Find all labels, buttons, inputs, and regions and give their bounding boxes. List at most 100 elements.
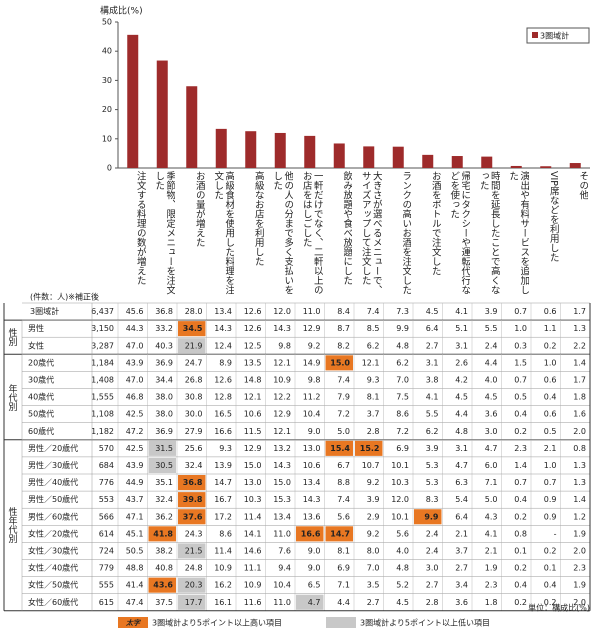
table-cell: 9.0 (308, 564, 321, 573)
table-cell: 12.5 (244, 341, 262, 350)
row-label: 男性／30歳代 (28, 460, 78, 470)
table-cell: 36.9 (155, 427, 173, 436)
table-cell: 47.4 (126, 598, 144, 607)
table-cell: 6.9 (396, 444, 409, 453)
table-cell: 7.1 (485, 478, 498, 487)
table-cell: 0.8 (573, 444, 586, 453)
row-count: 1,408 (91, 375, 114, 384)
table-cell: 45.1 (126, 529, 144, 538)
table-cell: 24.3 (185, 529, 203, 538)
table-cell: 4.8 (396, 564, 409, 573)
table-cell: 0.4 (544, 393, 557, 402)
table-cell: 36.9 (155, 358, 173, 367)
table-cell: 1.7 (573, 307, 586, 316)
table-cell: 33.2 (155, 324, 173, 333)
table-cell: 11.0 (273, 529, 291, 538)
table-cell: 5.6 (396, 529, 409, 538)
category-label: お酒をボトルで注文した (429, 171, 441, 276)
legend-high-sample: 太字 (125, 618, 141, 627)
table-cell: 7.4 (337, 375, 350, 384)
group-label: 性別 (6, 328, 17, 347)
table-cell: 14.3 (214, 324, 232, 333)
table-cell: 46.8 (126, 393, 144, 402)
table-cell: 12.1 (273, 427, 291, 436)
table-cell: 8.0 (367, 546, 380, 555)
y-tick-label: 20 (102, 105, 112, 114)
table-cell: 1.6 (573, 410, 586, 419)
table-cell: 5.0 (485, 495, 498, 504)
table-cell: 21.5 (185, 546, 203, 555)
table-cell: 4.4 (455, 410, 468, 419)
category-label: 季節物、限定メニューを注文した (153, 171, 176, 295)
table-cell: 3.5 (367, 581, 380, 590)
table-cell: 17.7 (185, 598, 203, 607)
table-cell: 2.7 (426, 581, 439, 590)
category-label: 飲み放題や食べ放題にした (341, 171, 353, 285)
table-cell: 1.7 (573, 375, 586, 384)
table-cell: 6.0 (485, 461, 498, 470)
table-cell: 1.5 (514, 358, 527, 367)
row-label: 3圏域計 (30, 306, 59, 316)
table-cell: 9.4 (278, 564, 291, 573)
table-cell: 41.8 (153, 529, 173, 538)
row-count: 555 (99, 581, 114, 590)
table-cell: 2.4 (485, 341, 498, 350)
table-cell: 8.7 (337, 324, 350, 333)
table-cell: 12.2 (273, 393, 291, 402)
y-tick-label: 40 (102, 47, 112, 56)
table-cell: 1.1 (544, 324, 557, 333)
table-cell: 3.9 (485, 307, 498, 316)
table-cell: 4.3 (485, 512, 498, 521)
table-cell: 16.6 (214, 427, 232, 436)
table-cell: 6.2 (367, 341, 380, 350)
table-cell: 3.7 (455, 546, 468, 555)
table-cell: 1.8 (573, 393, 586, 402)
table-cell: 7.9 (337, 393, 350, 402)
table-cell: 0.2 (514, 427, 527, 436)
bar (540, 166, 552, 168)
table-cell: 12.0 (273, 307, 291, 316)
row-label: 男性／20歳代 (28, 443, 78, 453)
table-cell: 5.6 (337, 512, 350, 521)
table-cell: 13.5 (244, 358, 262, 367)
table-cell: 3.8 (426, 375, 439, 384)
table-cell: 0.4 (514, 495, 527, 504)
table-cell: 5.0 (337, 427, 350, 436)
table-cell: 15.2 (360, 444, 380, 453)
row-count: 779 (99, 564, 114, 573)
table-cell: 7.0 (396, 375, 409, 384)
table-cell: 6.4 (455, 512, 468, 521)
table-cell: 11.0 (273, 598, 291, 607)
table-cell: 9.3 (219, 444, 232, 453)
category-label: 注文する料理の数が増えた (134, 171, 146, 285)
row-label: 男性／60歳代 (28, 511, 78, 521)
table-cell: 1.9 (573, 581, 586, 590)
table-cell: 47.2 (126, 427, 144, 436)
table-cell: 47.0 (126, 375, 144, 384)
category-label: 高級食材を使用した料理を注文した (212, 171, 235, 295)
table-cell: 0.2 (544, 598, 557, 607)
table-cell: 16.7 (214, 495, 232, 504)
table-cell: 12.6 (214, 375, 232, 384)
table-cell: 2.1 (544, 444, 557, 453)
table-cell: 9.8 (308, 375, 321, 384)
cell-highlight (178, 492, 206, 508)
table-cell: 10.6 (303, 461, 321, 470)
table-cell: 8.4 (337, 307, 350, 316)
table-cell: 0.2 (544, 341, 557, 350)
table-cell: 0.7 (514, 375, 527, 384)
table-cell: 4.5 (485, 393, 498, 402)
table-cell: 0.1 (514, 546, 527, 555)
row-label: 男性／40歳代 (28, 477, 78, 487)
row-label: 30歳代 (28, 374, 54, 384)
table-cell: 1.3 (573, 478, 586, 487)
table-cell: 15.4 (330, 444, 350, 453)
table-cell: 4.8 (396, 341, 409, 350)
table-cell: 2.0 (573, 598, 586, 607)
table-cell: 1.8 (485, 598, 498, 607)
row-count: 553 (99, 495, 114, 504)
table-cell: 34.5 (183, 324, 203, 333)
bar (245, 131, 257, 168)
table-cell: 9.0 (308, 427, 321, 436)
